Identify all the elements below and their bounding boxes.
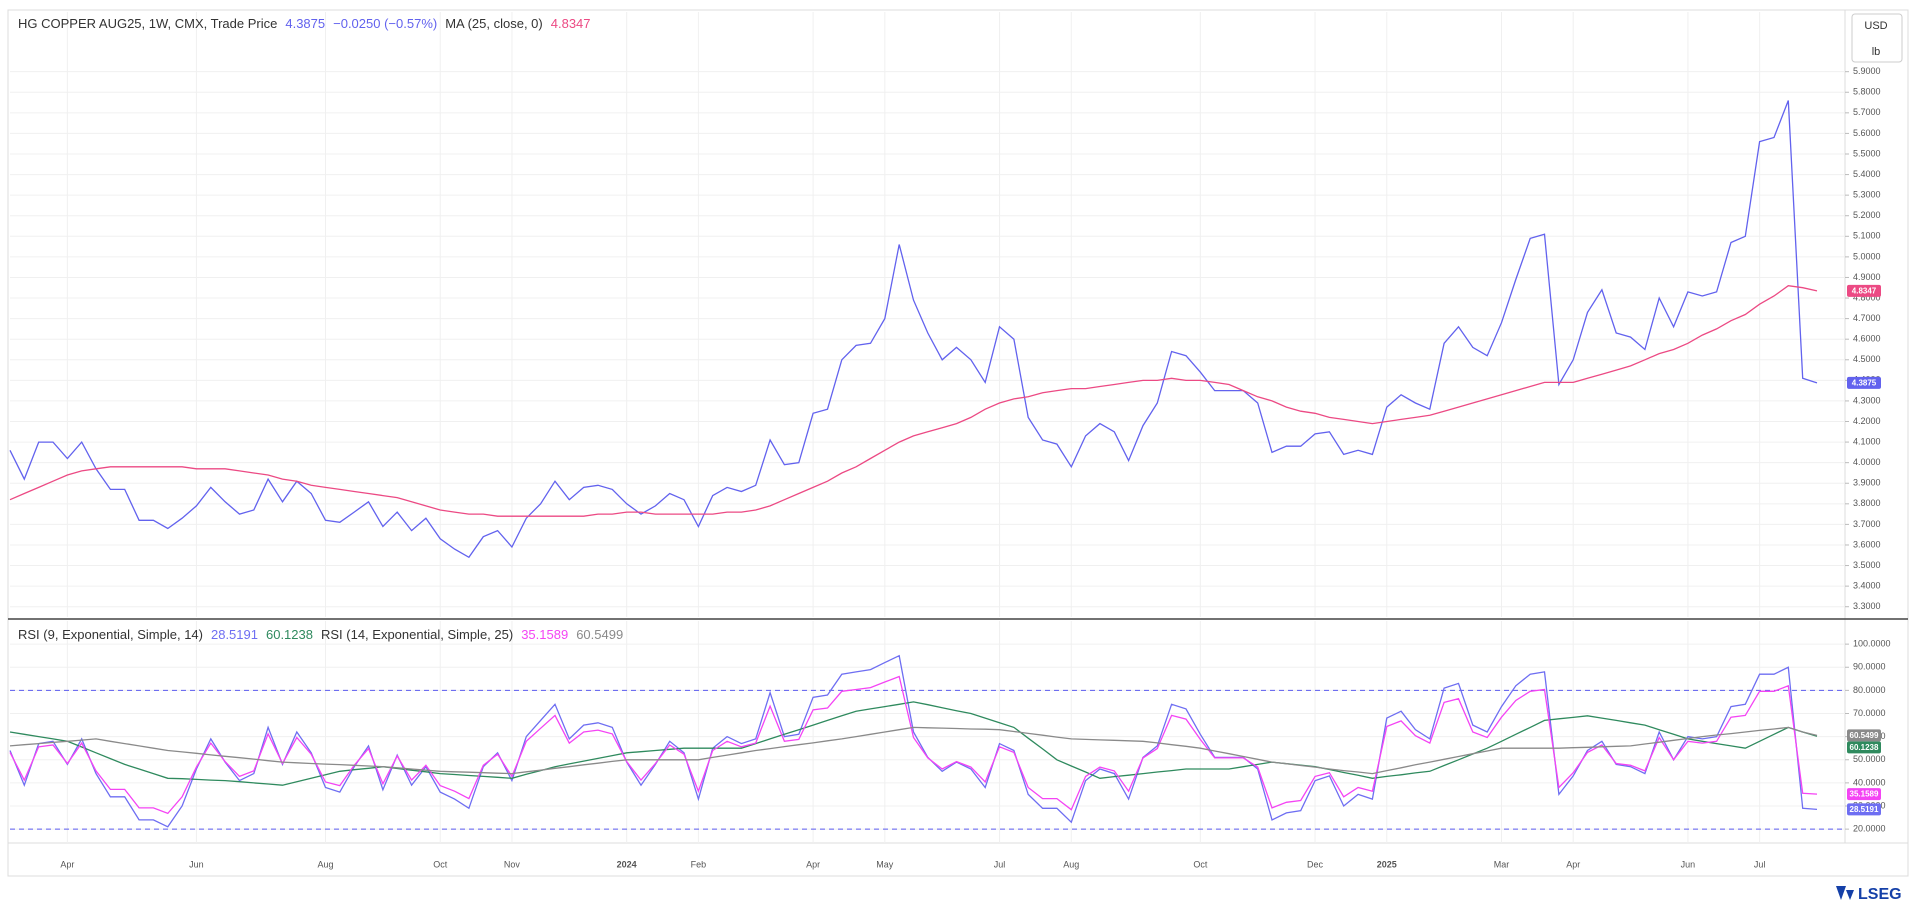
legend-value: 60.5499 bbox=[576, 627, 624, 642]
x-tick-label: Oct bbox=[1193, 859, 1208, 869]
y-tick-label: 5.0000 bbox=[1853, 251, 1881, 261]
x-tick-label: Apr bbox=[60, 859, 74, 869]
y-tick-label: 4.6000 bbox=[1853, 334, 1881, 344]
y-tick-label: 4.2000 bbox=[1853, 416, 1881, 426]
legend-label: RSI (14, Exponential, Simple, 25) bbox=[320, 627, 514, 642]
legend-label: HG COPPER AUG25, 1W, CMX, Trade Price bbox=[18, 16, 278, 31]
legend-value: 28.5191 bbox=[210, 627, 258, 642]
y-tick-label: 5.9000 bbox=[1853, 66, 1881, 76]
y-tick-label: 5.3000 bbox=[1853, 190, 1881, 200]
brand-icon bbox=[1836, 886, 1854, 900]
last-value-label: 60.5499 bbox=[1850, 731, 1879, 740]
last-value-tag bbox=[1847, 788, 1881, 801]
y-tick-label: 100.0000 bbox=[1853, 639, 1891, 649]
unit-box bbox=[1851, 13, 1903, 63]
legend-value: 4.8347 bbox=[550, 16, 591, 31]
y-tick-label: 3.7000 bbox=[1853, 519, 1881, 529]
y-tick-label: 3.3000 bbox=[1853, 601, 1881, 611]
x-tick-label: Dec bbox=[1307, 859, 1324, 869]
legend-value: 35.1589 bbox=[521, 627, 569, 642]
last-value-label: 4.3875 bbox=[1852, 379, 1877, 388]
x-tick-label: Jul bbox=[994, 859, 1006, 869]
y-tick-label: 5.8000 bbox=[1853, 87, 1881, 97]
plot bbox=[9, 100, 1818, 828]
x-tick-label: Mar bbox=[1494, 859, 1510, 869]
price-change: −0.0250 (−0.57%) bbox=[333, 16, 438, 31]
y-tick-label: 4.7000 bbox=[1853, 313, 1881, 323]
x-tick-label: Jul bbox=[1754, 859, 1766, 869]
series-line bbox=[9, 726, 1818, 775]
frame bbox=[7, 9, 1909, 877]
last-value-tag bbox=[1847, 803, 1881, 816]
x-tick-label: 2025 bbox=[1377, 859, 1397, 869]
legend: RSI (9, Exponential, Simple, 14) 28.5191 6… bbox=[18, 627, 631, 642]
y-tick-label: 80.0000 bbox=[1853, 685, 1886, 695]
series-line bbox=[9, 675, 1818, 815]
series-line bbox=[9, 701, 1818, 786]
series-line bbox=[9, 654, 1818, 828]
x-tick-label: Aug bbox=[1063, 859, 1079, 869]
y-tick-label: 4.5000 bbox=[1853, 354, 1881, 364]
y-tick-label: 3.6000 bbox=[1853, 539, 1881, 549]
series-line bbox=[9, 285, 1818, 517]
legend-value: 4.3875 bbox=[285, 16, 326, 31]
x-tick-label: Jun bbox=[1681, 859, 1696, 869]
currency: USD bbox=[1864, 20, 1887, 32]
y-tick-label: 3.9000 bbox=[1853, 478, 1881, 488]
grid: 3.3000 3.4000 3.5000 3.6000 3.7000 3.8000 3.90… bbox=[10, 12, 1891, 843]
y-tick-label: 90.0000 bbox=[1853, 662, 1886, 672]
last-value-tag bbox=[1847, 741, 1881, 754]
y-tick-label: 4.8000 bbox=[1853, 292, 1881, 302]
y-tick-label: 5.5000 bbox=[1853, 148, 1881, 158]
unit: lb bbox=[1872, 46, 1881, 58]
y-tick-label: 40.0000 bbox=[1853, 777, 1886, 787]
last-value-tag bbox=[1847, 729, 1881, 742]
legend: HG COPPER AUG25, 1W, CMX, Trade Price 4.3… bbox=[18, 16, 599, 31]
y-tick-label: 5.7000 bbox=[1853, 107, 1881, 117]
y-tick-label: 4.3000 bbox=[1853, 395, 1881, 405]
y-tick-label: 3.8000 bbox=[1853, 498, 1881, 508]
last-value-tag bbox=[1847, 284, 1881, 297]
last-value-label: 4.8347 bbox=[1852, 287, 1877, 296]
x-tick-label: Aug bbox=[318, 859, 334, 869]
y-tick-label: 5.1000 bbox=[1853, 231, 1881, 241]
y-tick-label: 4.1000 bbox=[1853, 436, 1881, 446]
last-value-label: 28.5191 bbox=[1850, 805, 1879, 814]
last-value-label: 35.1589 bbox=[1850, 790, 1879, 799]
legend-value: 60.1238 bbox=[265, 627, 313, 642]
x-tick-label: Feb bbox=[691, 859, 707, 869]
brand: LSEG bbox=[1858, 886, 1902, 903]
y-tick-label: 4.9000 bbox=[1853, 272, 1881, 282]
y-tick-label: 20.0000 bbox=[1853, 824, 1886, 834]
x-tick-label: 2024 bbox=[617, 859, 637, 869]
y-tick-label: 50.0000 bbox=[1853, 754, 1886, 764]
legend-label: MA (25, close, 0) bbox=[445, 16, 543, 31]
x-tick-label: Jun bbox=[189, 859, 204, 869]
x-tick-label: Apr bbox=[806, 859, 820, 869]
legend-label: RSI (9, Exponential, Simple, 14) bbox=[18, 627, 203, 642]
last-value-label: 60.1238 bbox=[1850, 743, 1879, 752]
tags: 4.3875 4.8347 28.5191 60.1238 35.1589 60.5499 bbox=[1847, 284, 1881, 816]
x-tick-label: Nov bbox=[504, 859, 521, 869]
y-tick-label: 5.6000 bbox=[1853, 128, 1881, 138]
y-tick-label: 3.5000 bbox=[1853, 560, 1881, 570]
last-value-tag bbox=[1847, 376, 1881, 389]
y-tick-label: 4.0000 bbox=[1853, 457, 1881, 467]
x-tick-label: Apr bbox=[1566, 859, 1580, 869]
y-tick-label: 70.0000 bbox=[1853, 708, 1886, 718]
x-tick-label: Oct bbox=[433, 859, 448, 869]
x-tick-label: May bbox=[876, 859, 894, 869]
series-line bbox=[9, 100, 1818, 559]
y-tick-label: 3.4000 bbox=[1853, 581, 1881, 591]
y-tick-label: 5.4000 bbox=[1853, 169, 1881, 179]
y-tick-label: 5.2000 bbox=[1853, 210, 1881, 220]
